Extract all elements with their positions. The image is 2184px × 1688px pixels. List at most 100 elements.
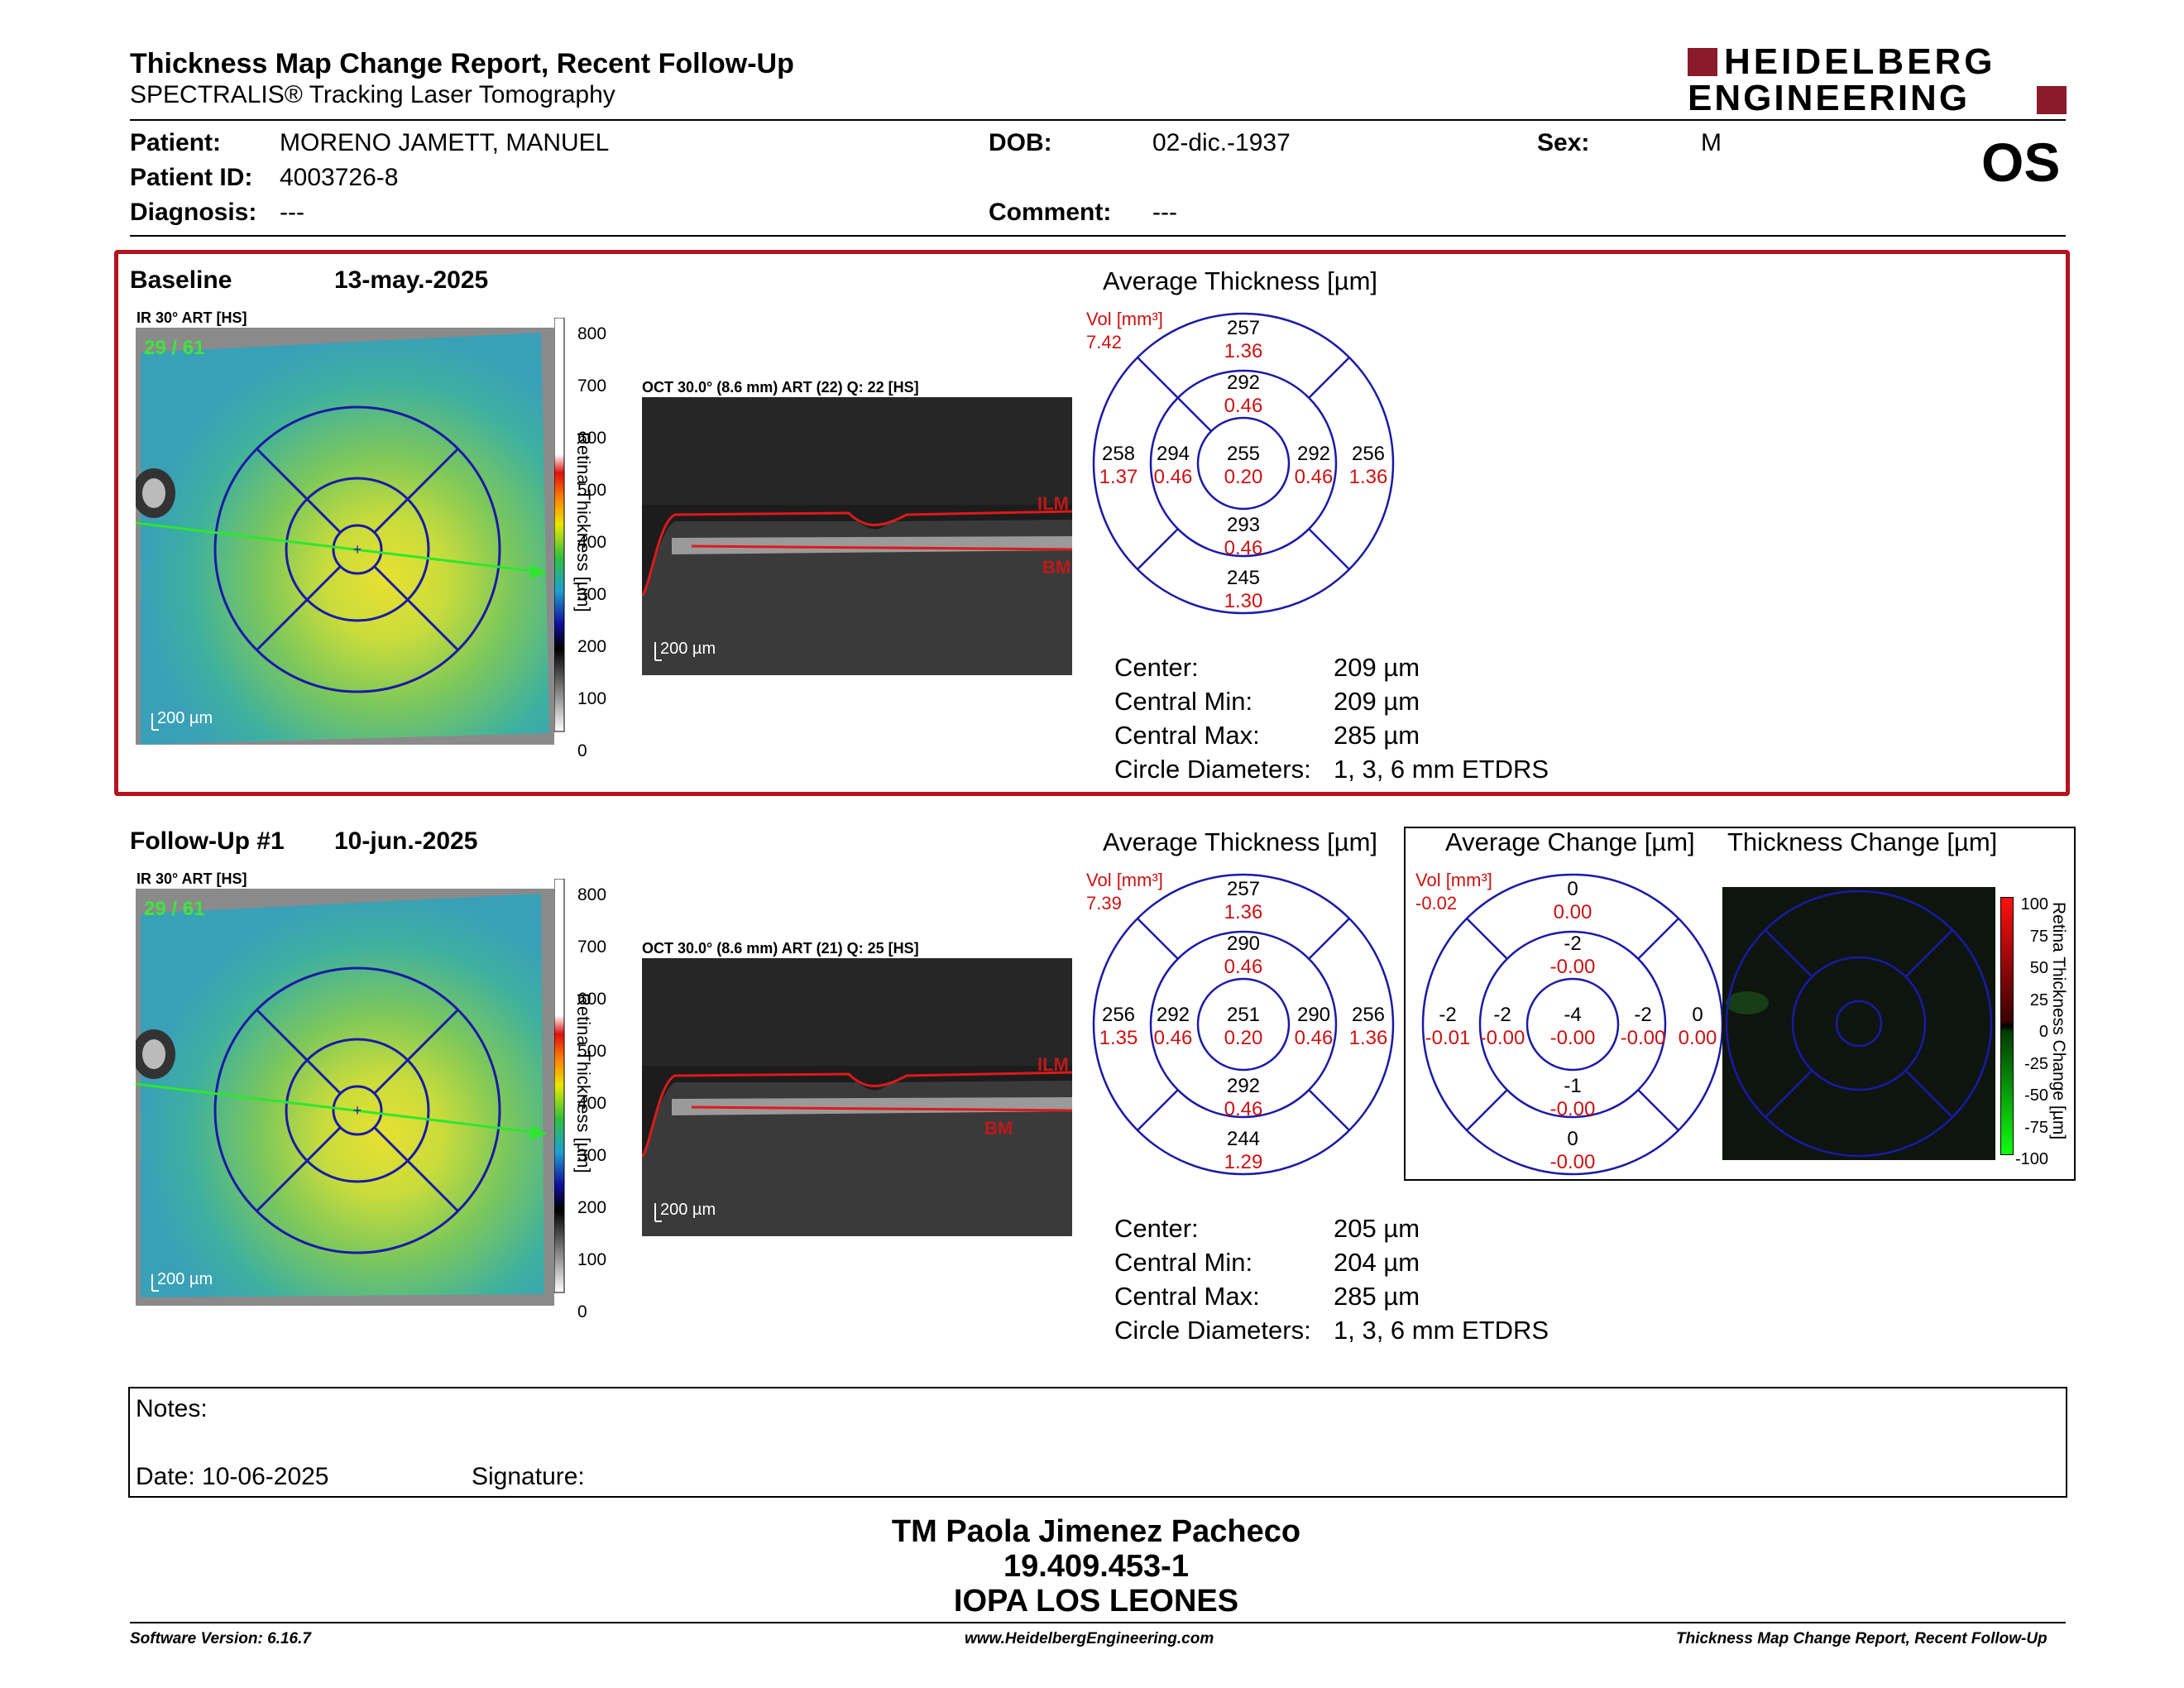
website-link[interactable]: www.HeidelbergEngineering.com	[965, 1630, 1214, 1647]
followup-oct-scale: 200 µm	[660, 1201, 716, 1219]
svg-text:1.29: 1.29	[1224, 1151, 1263, 1173]
dob-label: DOB:	[989, 129, 1052, 156]
sex-value: M	[1701, 129, 1722, 156]
svg-text:0.46: 0.46	[1295, 1027, 1334, 1049]
svg-text:0.46: 0.46	[1295, 466, 1334, 488]
signature-label: Signature:	[472, 1463, 585, 1490]
svg-text:257: 257	[1227, 878, 1260, 900]
followup-ir-label: IR 30° ART [HS]	[136, 870, 247, 887]
baseline-date: 13-may.-2025	[334, 266, 489, 294]
signatory-rut: 19.409.453-1	[1003, 1549, 1189, 1584]
baseline-avg-title: Average Thickness [µm]	[1103, 266, 1378, 295]
svg-text:292: 292	[1157, 1004, 1190, 1026]
signatory-org: IOPA LOS LEONES	[953, 1584, 1239, 1618]
ir-scale-text: 200 µm	[157, 709, 213, 727]
dob-value: 02-dic.-1937	[1152, 129, 1291, 156]
svg-text:-1: -1	[1564, 1075, 1581, 1097]
ilm-label: ILM	[1037, 493, 1069, 514]
software-version: Software Version: 6.16.7	[130, 1630, 311, 1647]
patient-label: Patient:	[130, 129, 222, 156]
followup-stats-values: 205 µm 204 µm 285 µm 1, 3, 6 mm ETDRS	[1334, 1214, 1549, 1345]
svg-text:292: 292	[1227, 1075, 1260, 1097]
svg-text:245: 245	[1227, 567, 1260, 589]
svg-text:0.46: 0.46	[1224, 956, 1263, 978]
followup-date: 10-jun.-2025	[334, 827, 478, 855]
baseline-label: Baseline	[130, 266, 232, 294]
svg-text:+: +	[353, 1102, 362, 1119]
baseline-colorbar	[553, 317, 629, 745]
svg-text:257: 257	[1227, 317, 1260, 339]
svg-text:-0.00: -0.00	[1550, 1027, 1596, 1049]
svg-text:292: 292	[1297, 443, 1330, 465]
logo-line1: HEIDELBERG	[1724, 41, 1996, 82]
followup-ilm-label: ILM	[1037, 1054, 1069, 1075]
signatory-name: TM Paola Jimenez Pacheco	[891, 1514, 1301, 1549]
svg-text:0.20: 0.20	[1224, 1027, 1263, 1049]
followup-ir-overlay: 29 / 61	[144, 898, 204, 920]
svg-text:244: 244	[1227, 1128, 1260, 1150]
logo-line2: ENGINEERING	[1688, 78, 1971, 118]
svg-text:1.37: 1.37	[1099, 466, 1138, 488]
svg-text:0.00: 0.00	[1554, 901, 1592, 923]
followup-stats-labels: Center: Central Min: Central Max: Circle Di…	[1114, 1214, 1311, 1345]
svg-text:-2: -2	[1493, 1004, 1511, 1026]
followup-oct-label: OCT 30.0° (8.6 mm) ART (21) Q: 25 [HS]	[642, 940, 919, 957]
svg-text:-4: -4	[1564, 1004, 1581, 1026]
svg-text:0.00: 0.00	[1679, 1027, 1717, 1049]
svg-text:0.46: 0.46	[1224, 537, 1263, 559]
report-title: Thickness Map Change Report, Recent Foll…	[130, 48, 794, 79]
svg-text:-2: -2	[1564, 933, 1581, 955]
svg-text:0.46: 0.46	[1224, 1098, 1263, 1120]
ir-overlay-text: 29 / 61	[144, 337, 204, 359]
change-colorbar	[2000, 897, 2014, 1155]
baseline-stats-labels: Center: Central Min: Central Max: Circle Di…	[1114, 653, 1311, 784]
svg-text:+: +	[353, 541, 362, 558]
notes-box[interactable]	[128, 1387, 2067, 1498]
patient-id-label: Patient ID:	[130, 164, 253, 191]
baseline-colorbar-title: Retina Thickness [µm]	[573, 432, 594, 612]
followup-vol: Vol [mm³] 7.39	[1086, 870, 1163, 914]
ir-label: IR 30° ART [HS]	[136, 309, 247, 326]
patient-id: 4003726-8	[280, 164, 399, 191]
svg-text:290: 290	[1227, 933, 1260, 955]
svg-text:292: 292	[1227, 372, 1260, 394]
change-avg-title: Average Change [µm]	[1445, 827, 1695, 856]
followup-colorbar-ticks: 800 700 600 500 400 300 200 100 0	[577, 885, 607, 1321]
svg-text:0.20: 0.20	[1224, 466, 1263, 488]
svg-text:-0.00: -0.00	[1480, 1027, 1525, 1049]
svg-text:256: 256	[1352, 1004, 1385, 1026]
followup-label: Follow-Up #1	[130, 827, 285, 855]
eye-indicator: OS	[1981, 132, 2061, 193]
svg-text:293: 293	[1227, 514, 1260, 536]
change-map-title: Thickness Change [µm]	[1727, 827, 1998, 856]
svg-text:251: 251	[1227, 1004, 1260, 1026]
baseline-stats-values: 209 µm 209 µm 285 µm 1, 3, 6 mm ETDRS	[1334, 653, 1549, 784]
patient-name: MORENO JAMETT, MANUEL	[280, 129, 610, 156]
followup-colorbar-title: Retina Thickness [µm]	[573, 993, 594, 1173]
baseline-etdrs-grid: 257 1.36 292 0.46 255 0.20 293 0.46 245 …	[1084, 306, 1406, 621]
baseline-oct-scan: ILM BM 200 µm	[640, 397, 1073, 675]
svg-text:-0.00: -0.00	[1550, 1151, 1596, 1173]
svg-text:0.46: 0.46	[1224, 395, 1263, 417]
heidelberg-logo: HEIDELBERG ENGINEERING	[1688, 41, 2068, 119]
svg-text:256: 256	[1352, 443, 1385, 465]
change-vol: Vol [mm³] -0.02	[1415, 870, 1492, 914]
svg-text:-0.01: -0.01	[1425, 1027, 1471, 1049]
baseline-section	[114, 250, 2070, 796]
diagnosis-label: Diagnosis:	[130, 199, 257, 226]
baseline-colorbar-ticks: 800 700 600 500 400 300 200 100 0	[577, 324, 607, 760]
change-colorbar-ticks: 100 75 50 25 0 -25 -50 -75 -100	[2015, 895, 2049, 1168]
followup-bm-label: BM	[984, 1118, 1013, 1139]
svg-text:-0.00: -0.00	[1550, 956, 1596, 978]
change-colorbar-title: Retina Thickness Change [µm]	[2049, 902, 2068, 1140]
svg-text:294: 294	[1157, 443, 1190, 465]
svg-text:0.46: 0.46	[1154, 1027, 1193, 1049]
change-section	[1404, 827, 2076, 1181]
bm-label: BM	[1042, 557, 1070, 578]
signature-block: TM Paola Jimenez Pacheco 19.409.453-1 IO…	[0, 1514, 2184, 1618]
sex-label: Sex:	[1537, 129, 1590, 156]
svg-text:0: 0	[1567, 1128, 1578, 1150]
svg-text:1.36: 1.36	[1349, 1027, 1388, 1049]
diagnosis-value: ---	[280, 199, 304, 226]
followup-ir-map: + 29 / 61 200 µm	[132, 889, 554, 1306]
